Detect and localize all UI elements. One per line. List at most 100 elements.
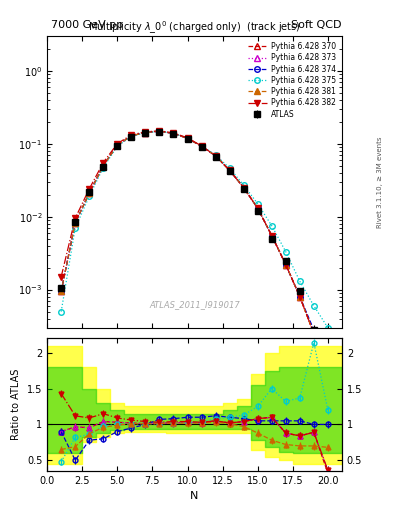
- Pythia 6.428 374: [199, 143, 204, 150]
- Pythia 6.428 382: [157, 127, 162, 134]
- Pythia 6.428 382: [115, 141, 120, 147]
- Pythia 6.428 370: [227, 167, 232, 174]
- Pythia 6.428 375: [73, 225, 77, 231]
- Pythia 6.428 373: [59, 288, 64, 294]
- Pythia 6.428 373: [143, 130, 148, 136]
- Pythia 6.428 374: [129, 133, 134, 139]
- Pythia 6.428 381: [87, 190, 92, 196]
- Pythia 6.428 375: [213, 152, 218, 158]
- Pythia 6.428 382: [325, 363, 330, 369]
- Pythia 6.428 375: [143, 130, 148, 136]
- Line: Pythia 6.428 375: Pythia 6.428 375: [59, 129, 331, 331]
- Pythia 6.428 370: [241, 184, 246, 190]
- Pythia 6.428 375: [171, 131, 176, 137]
- Pythia 6.428 374: [143, 130, 148, 136]
- Pythia 6.428 375: [241, 182, 246, 188]
- Pythia 6.428 370: [157, 128, 162, 134]
- Pythia 6.428 370: [213, 153, 218, 159]
- Pythia 6.428 382: [298, 293, 302, 300]
- Text: ATLAS_2011_I919017: ATLAS_2011_I919017: [149, 300, 240, 309]
- Pythia 6.428 374: [298, 293, 302, 300]
- Line: Pythia 6.428 370: Pythia 6.428 370: [59, 129, 331, 372]
- Y-axis label: Ratio to ATLAS: Ratio to ATLAS: [11, 369, 21, 440]
- Pythia 6.428 382: [255, 205, 260, 211]
- Pythia 6.428 373: [101, 162, 106, 168]
- Pythia 6.428 381: [325, 363, 330, 369]
- Pythia 6.428 382: [73, 215, 77, 221]
- Pythia 6.428 382: [185, 135, 190, 141]
- Pythia 6.428 375: [283, 249, 288, 255]
- Pythia 6.428 370: [325, 367, 330, 373]
- Pythia 6.428 373: [171, 131, 176, 137]
- Pythia 6.428 382: [283, 262, 288, 268]
- Pythia 6.428 381: [312, 330, 316, 336]
- Pythia 6.428 382: [143, 129, 148, 135]
- Pythia 6.428 375: [129, 133, 134, 139]
- Text: Rivet 3.1.10, ≥ 3M events: Rivet 3.1.10, ≥ 3M events: [377, 136, 383, 227]
- Pythia 6.428 381: [213, 153, 218, 159]
- Line: Pythia 6.428 374: Pythia 6.428 374: [59, 129, 331, 359]
- Pythia 6.428 382: [171, 130, 176, 136]
- Pythia 6.428 375: [101, 164, 106, 170]
- Pythia 6.428 373: [199, 143, 204, 150]
- Pythia 6.428 375: [59, 309, 64, 315]
- Pythia 6.428 381: [129, 133, 134, 139]
- Pythia 6.428 374: [283, 262, 288, 268]
- Pythia 6.428 375: [269, 223, 274, 229]
- Pythia 6.428 382: [199, 143, 204, 149]
- Pythia 6.428 373: [73, 220, 77, 226]
- Pythia 6.428 373: [325, 363, 330, 369]
- Pythia 6.428 374: [87, 190, 92, 196]
- Pythia 6.428 370: [185, 135, 190, 141]
- Pythia 6.428 382: [269, 232, 274, 239]
- Pythia 6.428 374: [325, 354, 330, 360]
- Pythia 6.428 375: [87, 193, 92, 199]
- Pythia 6.428 373: [298, 293, 302, 300]
- Line: Pythia 6.428 381: Pythia 6.428 381: [59, 129, 331, 369]
- Pythia 6.428 374: [101, 162, 106, 168]
- Text: Soft QCD: Soft QCD: [292, 20, 342, 30]
- Pythia 6.428 382: [312, 330, 316, 336]
- Pythia 6.428 382: [241, 184, 246, 190]
- Pythia 6.428 382: [101, 160, 106, 166]
- Pythia 6.428 370: [59, 288, 64, 294]
- Pythia 6.428 373: [312, 330, 316, 336]
- Pythia 6.428 373: [227, 167, 232, 174]
- Pythia 6.428 373: [129, 133, 134, 139]
- Pythia 6.428 381: [283, 262, 288, 268]
- Pythia 6.428 381: [298, 293, 302, 300]
- Pythia 6.428 374: [171, 131, 176, 137]
- Pythia 6.428 374: [59, 288, 64, 294]
- Pythia 6.428 373: [185, 135, 190, 141]
- Line: Pythia 6.428 382: Pythia 6.428 382: [59, 128, 331, 369]
- Pythia 6.428 373: [157, 128, 162, 134]
- Pythia 6.428 381: [241, 184, 246, 190]
- Pythia 6.428 370: [87, 190, 92, 196]
- Pythia 6.428 373: [269, 232, 274, 239]
- Pythia 6.428 370: [199, 143, 204, 150]
- Pythia 6.428 374: [269, 232, 274, 239]
- Pythia 6.428 370: [312, 330, 316, 336]
- Pythia 6.428 381: [101, 162, 106, 168]
- Pythia 6.428 373: [87, 190, 92, 196]
- Pythia 6.428 374: [227, 167, 232, 174]
- Pythia 6.428 374: [312, 327, 316, 333]
- Pythia 6.428 375: [227, 165, 232, 172]
- Text: 7000 GeV pp: 7000 GeV pp: [51, 20, 123, 30]
- Pythia 6.428 374: [213, 153, 218, 159]
- Pythia 6.428 375: [325, 325, 330, 331]
- Pythia 6.428 381: [199, 143, 204, 150]
- Pythia 6.428 382: [213, 153, 218, 159]
- Pythia 6.428 370: [73, 220, 77, 226]
- Pythia 6.428 373: [255, 205, 260, 211]
- Pythia 6.428 382: [59, 273, 64, 280]
- Pythia 6.428 381: [73, 220, 77, 226]
- Line: Pythia 6.428 373: Pythia 6.428 373: [59, 129, 331, 369]
- Pythia 6.428 381: [157, 128, 162, 134]
- Pythia 6.428 370: [269, 232, 274, 239]
- Pythia 6.428 373: [283, 262, 288, 268]
- Title: Multiplicity $\lambda\_0^0$ (charged only)  (track jets): Multiplicity $\lambda\_0^0$ (charged onl…: [88, 19, 301, 36]
- Pythia 6.428 375: [199, 143, 204, 149]
- Pythia 6.428 381: [171, 131, 176, 137]
- Pythia 6.428 370: [298, 293, 302, 300]
